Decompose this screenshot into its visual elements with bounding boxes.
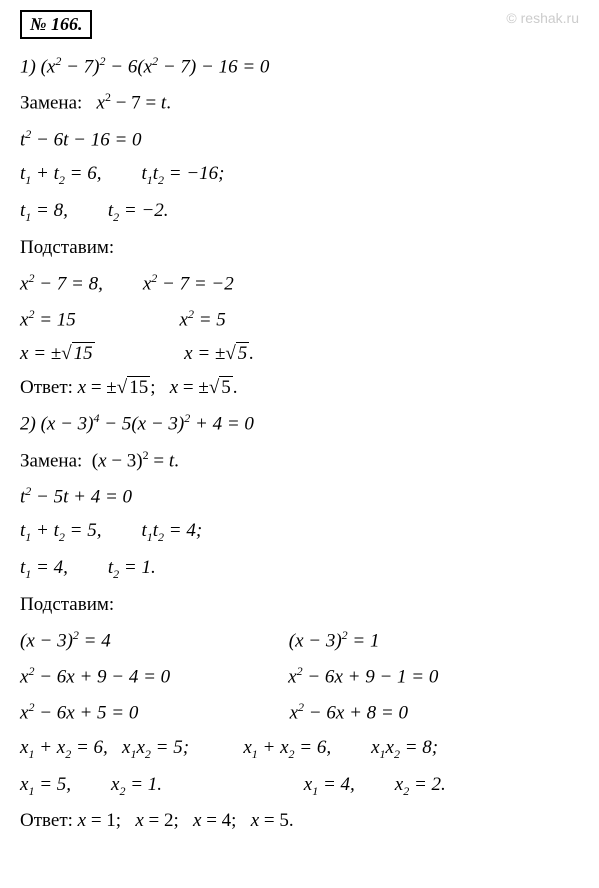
- roots-t2: t1 = 4,t2 = 1.: [20, 557, 579, 582]
- vieta-1: t1 + t2 = 6,t1t2 = −16;: [20, 163, 579, 188]
- back-sub-1a: x2 − 7 = 8,x2 − 7 = −2: [20, 271, 579, 295]
- equation-1: 1) (x2 − 7)2 − 6(x2 − 7) − 16 = 0: [20, 54, 579, 78]
- substitute-back-1: Подставим:: [20, 237, 579, 259]
- copyright-watermark: © reshak.ru: [506, 10, 579, 26]
- vieta-3: x1 + x2 = 6, x1x2 = 5; x1 + x2 = 6,x1x2 …: [20, 737, 579, 762]
- back-sub-1c: x = ±15 x = ±5.: [20, 343, 579, 365]
- eq-t2: t2 − 5t + 4 = 0: [20, 484, 579, 508]
- back-sub-2c: x2 − 6x + 5 = 0 x2 − 6x + 8 = 0: [20, 700, 579, 724]
- back-sub-2a: (x − 3)2 = 4 (x − 3)2 = 1: [20, 628, 579, 652]
- equation-2: 2) (x − 3)4 − 5(x − 3)2 + 4 = 0: [20, 411, 579, 435]
- substitution-1: Замена: x2 − 7 = t.: [20, 90, 579, 114]
- eq-t1: t2 − 6t − 16 = 0: [20, 127, 579, 151]
- answer-2: Ответ: x = 1; x = 2; x = 4; x = 5.: [20, 810, 579, 832]
- vieta-2: t1 + t2 = 5,t1t2 = 4;: [20, 520, 579, 545]
- answer-1: Ответ: x = ±15; x = ±5.: [20, 377, 579, 399]
- roots-x: x1 = 5,x2 = 1. x1 = 4,x2 = 2.: [20, 774, 579, 799]
- back-sub-2b: x2 − 6x + 9 − 4 = 0 x2 − 6x + 9 − 1 = 0: [20, 664, 579, 688]
- substitute-back-2: Подставим:: [20, 594, 579, 616]
- substitution-2: Замена: (x − 3)2 = t.: [20, 448, 579, 472]
- back-sub-1b: x2 = 15 x2 = 5: [20, 307, 579, 331]
- roots-t1: t1 = 8,t2 = −2.: [20, 200, 579, 225]
- problem-number-badge: № 166.: [20, 10, 92, 39]
